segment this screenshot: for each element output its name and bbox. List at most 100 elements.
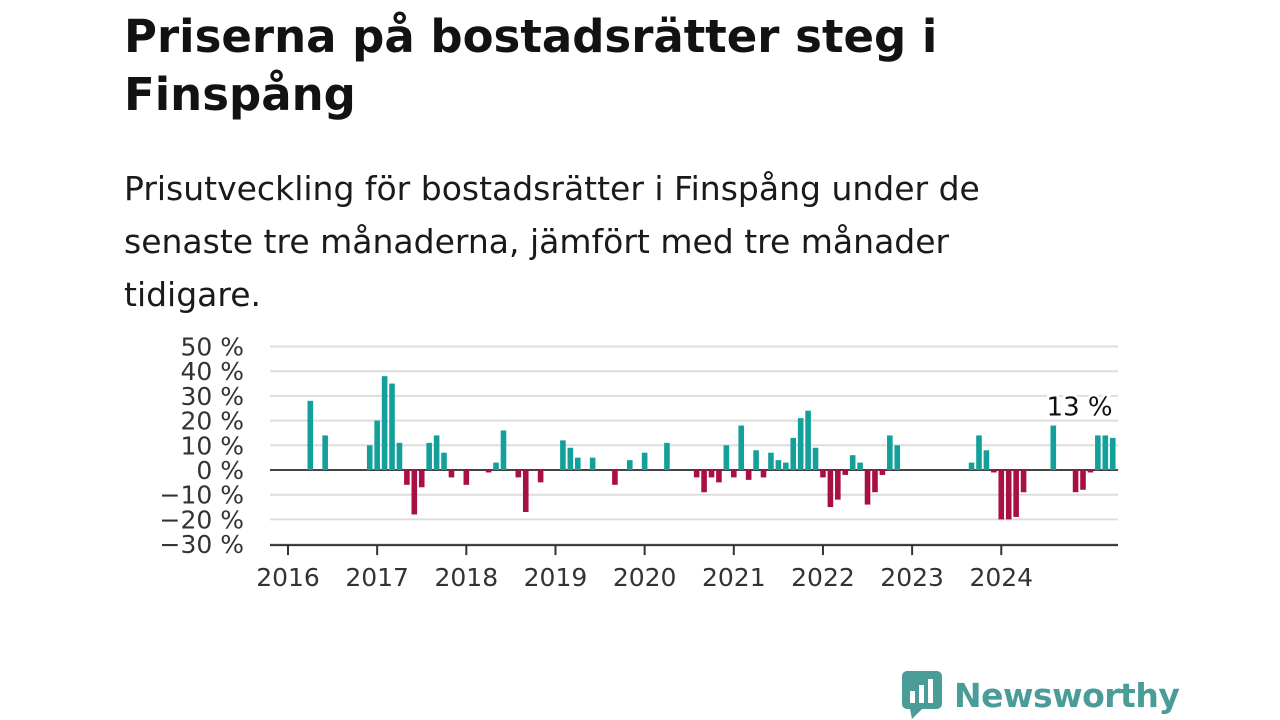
bars: [307, 376, 1116, 520]
x-tick-label: 2016: [256, 563, 320, 592]
bar: [723, 445, 730, 470]
bar: [716, 470, 722, 483]
y-tick-label: 20 %: [180, 407, 244, 436]
bar: [731, 470, 737, 478]
brand: Newsworthy: [902, 670, 1180, 720]
bar: [1080, 470, 1086, 490]
x-tick-label: 2017: [345, 563, 409, 592]
bar: [522, 470, 529, 512]
bar: [567, 447, 574, 470]
bar: [857, 462, 863, 470]
bar: [366, 445, 373, 470]
bar: [374, 420, 380, 470]
bar: [1109, 437, 1116, 470]
y-tick-label: 40 %: [180, 357, 244, 386]
chart-title: Priserna på bostadsrätter steg i Finspån…: [124, 10, 938, 121]
bar: [493, 462, 499, 470]
chart-subtitle: Prisutveckling för bostadsrätter i Finsp…: [124, 169, 980, 314]
bar: [404, 470, 410, 485]
bar: [775, 460, 782, 470]
bar: [1095, 435, 1101, 470]
bar: [835, 470, 841, 500]
bar: [998, 470, 1005, 520]
x-tick-label: 2018: [435, 563, 499, 592]
brand-name: Newsworthy: [954, 675, 1180, 715]
bar: [433, 435, 440, 470]
bar: [641, 452, 648, 470]
bar: [1087, 470, 1094, 473]
y-tick-label: 30 %: [180, 382, 244, 411]
bar: [887, 435, 893, 470]
bar: [381, 376, 388, 470]
bar: [738, 425, 745, 470]
bar: [1020, 470, 1027, 493]
x-axis: 2016 2017 2018 2019 2020 2021 2022 2023 2024: [256, 544, 1118, 592]
bar: [426, 442, 432, 470]
bar: [693, 470, 700, 478]
bar: [537, 470, 544, 483]
bar: [768, 452, 774, 470]
bar: [396, 442, 403, 470]
bar: [626, 460, 633, 470]
bar: [849, 455, 856, 470]
x-tick-label: 2023: [880, 563, 944, 592]
y-tick-label: 0 %: [196, 456, 244, 485]
annotation-label: 13 %: [1047, 393, 1113, 423]
bar: [441, 452, 447, 470]
bar: [708, 470, 715, 478]
bar: [827, 470, 834, 508]
bar: [307, 400, 314, 470]
bar: [805, 410, 811, 470]
bar: [976, 435, 982, 470]
y-axis-labels: 50 %40 %30 %20 %10 %0 %−10 %−20 %−30 %: [160, 333, 244, 560]
y-tick-label: −10 %: [160, 481, 244, 510]
bar: [485, 470, 492, 473]
bar: [894, 445, 901, 470]
x-tick-label: 2022: [791, 563, 855, 592]
bar: [879, 470, 886, 475]
bar: [1013, 470, 1019, 517]
bar-chart: 50 %40 %30 %20 %10 %0 %−10 %−20 %−30 % 2…: [160, 333, 1118, 592]
bar: [418, 470, 425, 488]
bar: [983, 450, 990, 470]
bar: [560, 440, 566, 470]
bar: [1072, 470, 1079, 493]
bar: [574, 457, 581, 470]
bar: [612, 470, 618, 485]
bar: [1005, 470, 1012, 520]
x-tick-label: 2020: [613, 563, 677, 592]
bar: [701, 470, 707, 493]
bar: [389, 383, 395, 470]
x-tick-label: 2021: [702, 563, 766, 592]
newsworthy-logo-icon: [902, 671, 942, 719]
y-tick-label: 50 %: [180, 333, 244, 362]
bar: [872, 470, 878, 493]
bar: [500, 430, 507, 470]
bar: [812, 447, 819, 470]
bar: [1102, 435, 1109, 470]
y-tick-label: 10 %: [180, 431, 244, 460]
bar: [760, 470, 767, 478]
annotation: 13 %: [1044, 390, 1115, 425]
bar: [411, 470, 418, 515]
bar: [842, 470, 849, 475]
bar: [783, 462, 789, 470]
bar: [790, 437, 797, 470]
bar: [991, 470, 997, 473]
bar: [589, 457, 596, 470]
x-tick-label: 2019: [524, 563, 588, 592]
bar: [515, 470, 522, 478]
bar: [448, 470, 455, 478]
bar: [664, 442, 670, 470]
bar: [864, 470, 871, 505]
bar: [753, 450, 759, 470]
y-tick-label: −20 %: [160, 505, 244, 534]
bar: [968, 462, 975, 470]
x-tick-label: 2024: [969, 563, 1033, 592]
y-tick-label: −30 %: [160, 530, 244, 559]
bar: [1050, 425, 1057, 470]
bar: [797, 418, 804, 470]
bar: [820, 470, 826, 478]
bar: [322, 435, 328, 470]
bar: [745, 470, 752, 480]
